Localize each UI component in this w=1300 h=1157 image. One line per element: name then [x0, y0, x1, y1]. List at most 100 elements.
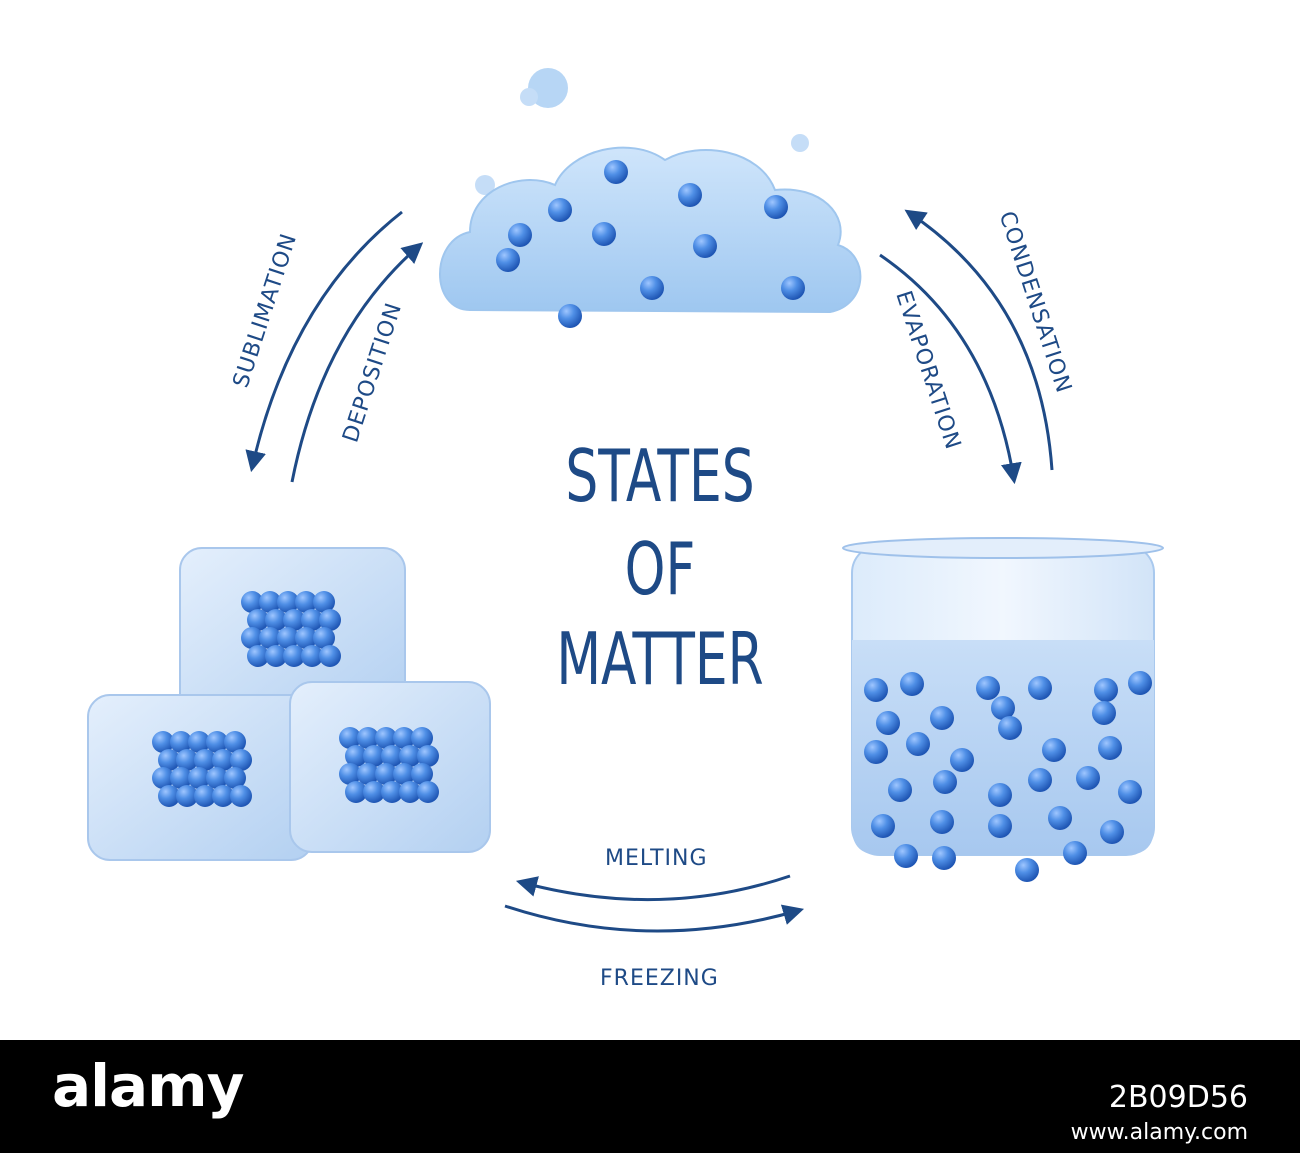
footer-url: www.alamy.com	[1070, 1120, 1248, 1145]
particle	[1048, 806, 1072, 830]
particle	[592, 222, 616, 246]
particle	[558, 304, 582, 328]
particle	[345, 781, 367, 803]
particle	[781, 276, 805, 300]
brand-logo: alamy	[52, 1052, 244, 1120]
particle	[319, 609, 341, 631]
particle	[864, 740, 888, 764]
particle	[1028, 676, 1052, 700]
cloud-shape	[439, 146, 862, 314]
beaker-rim	[842, 537, 1164, 559]
particle	[152, 731, 174, 753]
particle	[206, 731, 228, 753]
particle	[411, 727, 433, 749]
particle	[224, 731, 246, 753]
bubble	[528, 68, 568, 108]
particle	[933, 770, 957, 794]
particle	[212, 749, 234, 771]
particle	[212, 785, 234, 807]
particle	[381, 745, 403, 767]
particle	[176, 749, 198, 771]
particle	[678, 183, 702, 207]
particle	[508, 223, 532, 247]
particle	[194, 749, 216, 771]
particle	[411, 763, 433, 785]
particle	[604, 160, 628, 184]
particle	[339, 763, 361, 785]
particle	[496, 248, 520, 272]
particle	[888, 778, 912, 802]
particle	[194, 785, 216, 807]
particle	[640, 276, 664, 300]
particle	[265, 645, 287, 667]
particle	[998, 716, 1022, 740]
particle	[991, 696, 1015, 720]
solid-ice-cubes	[87, 547, 491, 861]
footer-bar	[0, 1040, 1300, 1153]
sublimation-arrow	[245, 210, 403, 473]
particle	[988, 814, 1012, 838]
particle	[894, 844, 918, 868]
particle	[259, 627, 281, 649]
particle	[864, 678, 888, 702]
particle	[230, 785, 252, 807]
particle	[1076, 766, 1100, 790]
particle	[357, 727, 379, 749]
particle	[301, 609, 323, 631]
particle	[230, 749, 252, 771]
particle	[176, 785, 198, 807]
particle	[206, 767, 228, 789]
particle	[930, 810, 954, 834]
particle	[1100, 820, 1124, 844]
particle	[1094, 678, 1118, 702]
particle	[277, 627, 299, 649]
particle	[188, 731, 210, 753]
particle	[988, 783, 1012, 807]
particle	[247, 645, 269, 667]
particle	[283, 609, 305, 631]
particle	[548, 198, 572, 222]
particle	[363, 745, 385, 767]
deposition-arrow	[290, 242, 424, 483]
evaporation-arrow	[879, 253, 1022, 485]
particle	[693, 234, 717, 258]
particle	[399, 745, 421, 767]
particle	[871, 814, 895, 838]
particle	[339, 727, 361, 749]
melting-arrow	[515, 874, 791, 902]
particle	[170, 767, 192, 789]
freezing-arrow	[504, 904, 805, 933]
particle	[1118, 780, 1142, 804]
particle	[277, 591, 299, 613]
particle	[375, 727, 397, 749]
particle	[417, 781, 439, 803]
particle	[930, 706, 954, 730]
particle	[170, 731, 192, 753]
title-line-2: OF	[624, 527, 696, 611]
particle	[1028, 768, 1052, 792]
particle	[313, 591, 335, 613]
bubble	[520, 88, 538, 106]
ice-particles	[152, 591, 439, 807]
particle	[1063, 841, 1087, 865]
particle	[363, 781, 385, 803]
particle	[1098, 736, 1122, 760]
liquid	[852, 640, 1154, 855]
particle	[399, 781, 421, 803]
particle	[417, 745, 439, 767]
particle	[1015, 858, 1039, 882]
particle	[265, 609, 287, 631]
bubble	[791, 134, 809, 152]
particle	[283, 645, 305, 667]
particle	[393, 763, 415, 785]
particle	[241, 591, 263, 613]
particle	[876, 711, 900, 735]
particle	[764, 195, 788, 219]
particle	[247, 609, 269, 631]
particle	[381, 781, 403, 803]
gas-cloud	[439, 68, 862, 328]
particle	[345, 745, 367, 767]
particle	[357, 763, 379, 785]
